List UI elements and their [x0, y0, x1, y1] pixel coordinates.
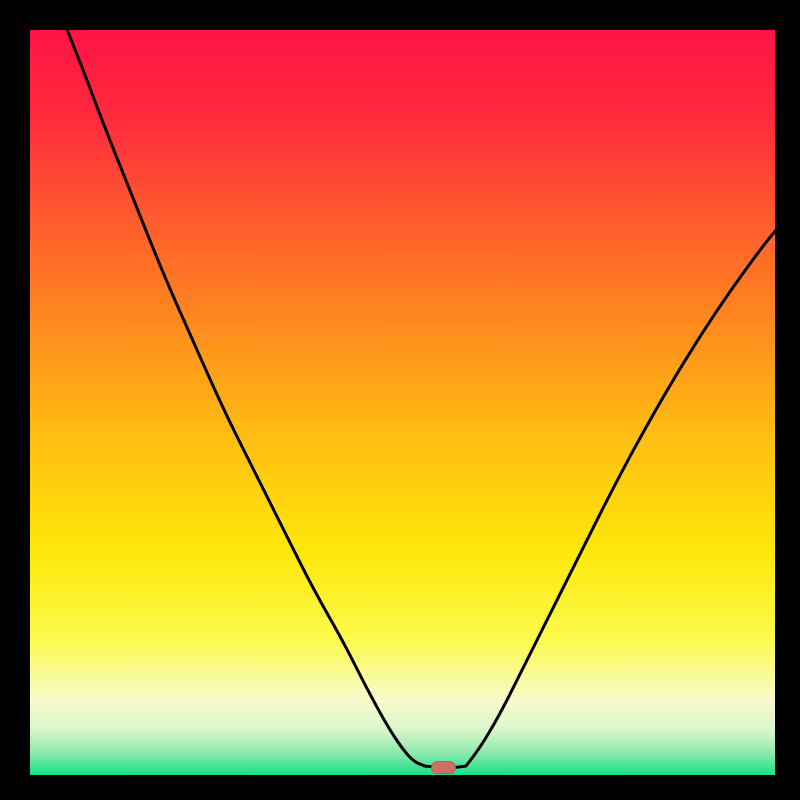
- chart-container: TheBottleneck.com: [0, 0, 800, 800]
- optimal-point-marker: [432, 762, 456, 774]
- gradient-background: [30, 30, 775, 775]
- bottleneck-chart: [0, 0, 800, 800]
